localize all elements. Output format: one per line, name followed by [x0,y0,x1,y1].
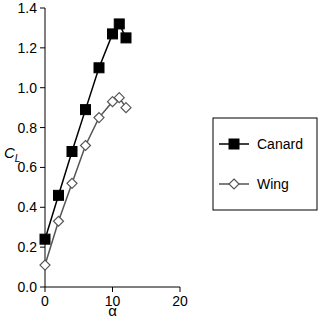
data-point [94,113,104,123]
data-point [121,33,131,43]
y-tick-label: 1.2 [18,40,38,56]
plot-area [40,19,131,270]
legend-marker [229,139,239,149]
data-point [108,29,118,39]
data-point [67,146,77,156]
y-axis-line [45,8,46,287]
y-tick-label: 0.0 [18,279,38,295]
y-tick [40,207,45,208]
legend-marker [229,179,239,189]
y-tick [40,287,45,288]
y-axis-label: CL [4,144,20,164]
x-tick-label: 0 [41,293,49,309]
x-tick [45,287,46,292]
y-tick [40,127,45,128]
data-point [114,93,124,103]
y-tick [40,167,45,168]
data-point [121,103,131,113]
data-point [81,105,91,115]
series-line [45,24,126,239]
legend-box [213,118,317,210]
chart-svg: 0.00.20.40.60.81.01.21.401020αCLCanardWi… [0,0,320,320]
data-point [114,19,124,29]
chart-root: 0.00.20.40.60.81.01.21.401020αCLCanardWi… [0,0,320,320]
data-point [94,63,104,73]
y-tick-label: 1.4 [18,0,38,16]
data-point [40,260,50,270]
data-point [81,141,91,151]
y-tick-label: 0.4 [18,199,38,215]
data-point [54,190,64,200]
y-tick [40,47,45,48]
y-tick [40,87,45,88]
data-point [54,216,64,226]
x-tick [180,287,181,292]
y-tick [40,8,45,9]
x-tick [112,287,113,292]
legend-label: Wing [257,176,289,192]
x-tick-label: 20 [172,293,188,309]
y-tick-label: 0.8 [18,120,38,136]
data-point [40,234,50,244]
legend-label: Canard [257,136,303,152]
y-tick-label: 0.2 [18,239,38,255]
y-tick [40,247,45,248]
data-point [67,178,77,188]
y-tick-label: 1.0 [18,80,38,96]
series-line [45,98,126,265]
y-tick-label: 0.6 [18,159,38,175]
legend: Canard Wing [213,118,317,210]
x-axis-label: α [108,302,117,319]
